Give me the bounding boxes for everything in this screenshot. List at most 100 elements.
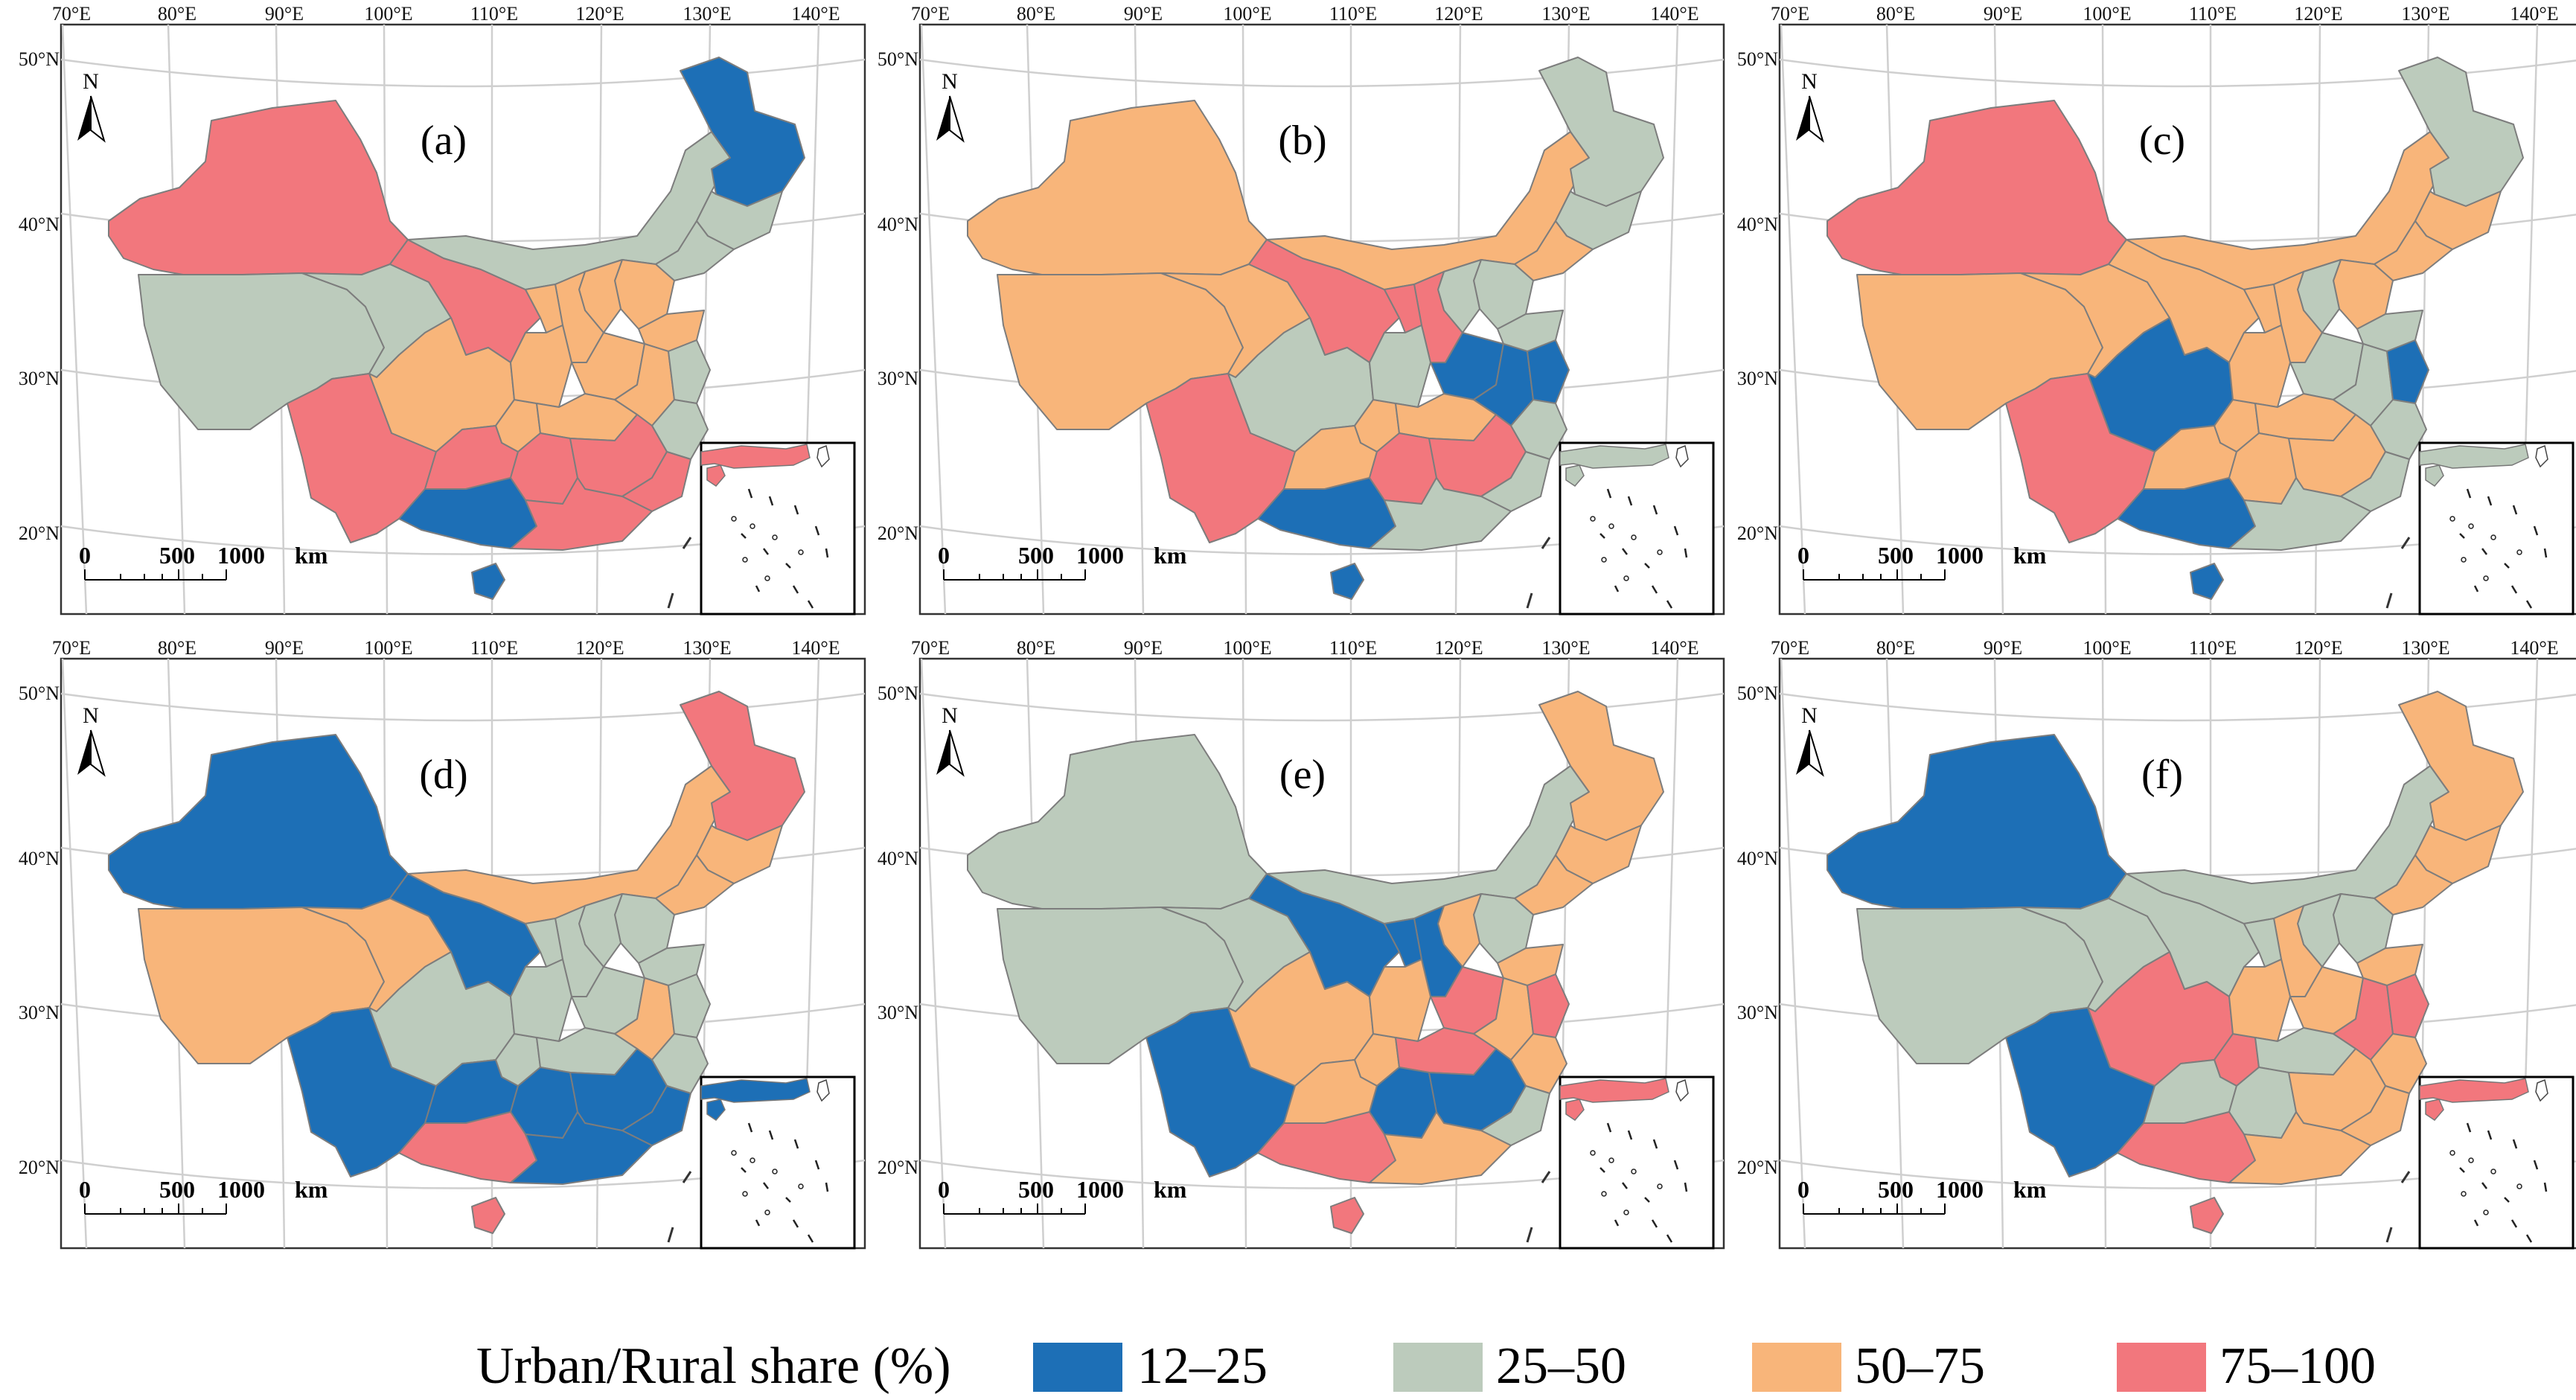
scale-label: 0 bbox=[79, 542, 91, 569]
scale-label: 0 bbox=[938, 1176, 950, 1203]
lat-tick-label: 30°N bbox=[19, 368, 60, 389]
north-arrow-icon: N bbox=[936, 703, 965, 777]
region-gd bbox=[2228, 477, 2371, 551]
region-xj bbox=[967, 100, 1268, 275]
inset-mainland bbox=[2419, 444, 2529, 469]
island-mark bbox=[1541, 537, 1551, 549]
region-gd bbox=[1369, 477, 1512, 551]
region-gd bbox=[2228, 1111, 2371, 1185]
panel-label: (d) bbox=[419, 752, 467, 798]
island-mark bbox=[2385, 1227, 2393, 1243]
lat-tick-label: 20°N bbox=[19, 522, 60, 544]
lon-tick-label: 130°E bbox=[1541, 3, 1590, 25]
panel-label: (a) bbox=[421, 118, 467, 164]
island-mark bbox=[2400, 537, 2411, 549]
lat-tick-label: 40°N bbox=[1737, 848, 1778, 869]
scale-unit: km bbox=[1154, 1176, 1187, 1203]
lon-tick-label: 90°E bbox=[1124, 3, 1163, 25]
lat-tick-label: 20°N bbox=[878, 522, 918, 544]
lon-tick-label: 120°E bbox=[1434, 3, 1483, 25]
lon-tick-label: 140°E bbox=[1650, 637, 1698, 659]
lon-tick-label: 100°E bbox=[2083, 3, 2131, 25]
lat-tick-label: 20°N bbox=[19, 1157, 60, 1178]
scale-unit: km bbox=[295, 542, 328, 569]
south-china-sea-inset bbox=[1559, 441, 1715, 616]
lon-tick-label: 120°E bbox=[1434, 637, 1483, 659]
panel-label: (c) bbox=[2139, 118, 2185, 164]
region-hi bbox=[1330, 563, 1364, 600]
inset-island bbox=[1565, 1099, 1585, 1121]
region-hi bbox=[471, 1197, 505, 1234]
lon-tick-label: 140°E bbox=[2510, 3, 2558, 25]
lat-tick-label: 50°N bbox=[1737, 48, 1778, 70]
scale-label: 1000 bbox=[1076, 1176, 1124, 1203]
region-xj bbox=[108, 100, 409, 275]
lon-tick-label: 70°E bbox=[52, 3, 91, 25]
scale-label: 500 bbox=[1018, 1176, 1054, 1203]
region-gd bbox=[510, 1111, 653, 1185]
china-map bbox=[967, 57, 1664, 609]
lon-tick-label: 90°E bbox=[1984, 3, 2022, 25]
map-panel-e: 70°E 80°E 90°E 100°E 110°E 120°E 130°E 140°E 50°… bbox=[878, 637, 1725, 1250]
north-letter: N bbox=[1801, 703, 1818, 728]
inset-island bbox=[2425, 464, 2444, 487]
north-letter: N bbox=[1801, 69, 1818, 94]
lat-tick-label: 20°N bbox=[1737, 1157, 1778, 1178]
lon-tick-label: 110°E bbox=[470, 637, 518, 659]
lon-tick-label: 80°E bbox=[1017, 3, 1055, 25]
north-arrow-icon: N bbox=[936, 69, 965, 143]
scale-label: 1000 bbox=[217, 542, 265, 569]
panel-label: (b) bbox=[1278, 118, 1326, 164]
lon-tick-label: 100°E bbox=[364, 3, 412, 25]
north-arrow-icon: N bbox=[1796, 703, 1824, 777]
island-mark bbox=[2385, 592, 2393, 609]
legend: Urban/Rural share (%) 12–25 25–50 50–75 … bbox=[476, 1337, 2376, 1395]
lon-tick-label: 110°E bbox=[1329, 3, 1377, 25]
scale-label: 0 bbox=[938, 542, 950, 569]
china-map bbox=[967, 691, 1664, 1243]
island-mark bbox=[667, 592, 674, 609]
lon-tick-label: 140°E bbox=[791, 637, 840, 659]
region-hi bbox=[2190, 563, 2224, 600]
lat-tick-label: 30°N bbox=[878, 368, 918, 389]
island-mark bbox=[682, 537, 692, 549]
region-hi bbox=[1330, 1197, 1364, 1234]
panel-label: (f) bbox=[2141, 752, 2183, 798]
lon-tick-label: 70°E bbox=[911, 637, 950, 659]
inset-mainland bbox=[700, 1078, 811, 1103]
legend-swatch-75-100 bbox=[2117, 1343, 2206, 1392]
inset-island bbox=[706, 464, 726, 487]
lon-tick-label: 90°E bbox=[1984, 637, 2022, 659]
region-js bbox=[1527, 339, 1570, 404]
legend-swatch-12-25 bbox=[1033, 1343, 1122, 1392]
island-mark bbox=[1526, 592, 1533, 609]
lon-tick-label: 120°E bbox=[575, 3, 624, 25]
lat-tick-label: 30°N bbox=[1737, 1002, 1778, 1023]
lon-tick-label: 120°E bbox=[575, 637, 624, 659]
lon-tick-label: 70°E bbox=[52, 637, 91, 659]
region-ln bbox=[2374, 220, 2453, 281]
scale-bar: 0 500 1000 km bbox=[938, 1176, 1187, 1215]
north-arrow-icon: N bbox=[1796, 69, 1824, 143]
lon-tick-label: 100°E bbox=[364, 637, 412, 659]
island-mark bbox=[1541, 1171, 1551, 1183]
lat-tick-label: 30°N bbox=[878, 1002, 918, 1023]
region-ln bbox=[1514, 854, 1594, 915]
lat-tick-label: 50°N bbox=[1737, 683, 1778, 704]
china-map bbox=[1826, 57, 2524, 609]
lat-tick-label: 40°N bbox=[19, 214, 60, 235]
lon-tick-label: 80°E bbox=[1876, 3, 1915, 25]
scale-bar: 0 500 1000 km bbox=[79, 1176, 328, 1215]
region-gd bbox=[510, 477, 653, 551]
scale-bar: 0 500 1000 km bbox=[1797, 542, 2047, 581]
region-ln bbox=[2374, 854, 2453, 915]
inset-mainland bbox=[700, 444, 811, 469]
region-hi bbox=[2190, 1197, 2224, 1234]
region-hi bbox=[471, 563, 505, 600]
lon-tick-label: 90°E bbox=[1124, 637, 1163, 659]
region-js bbox=[668, 974, 711, 1038]
scale-label: 500 bbox=[1878, 1176, 1914, 1203]
legend-swatch-25-50 bbox=[1393, 1343, 1483, 1392]
lat-tick-label: 50°N bbox=[878, 683, 918, 704]
lon-tick-label: 110°E bbox=[470, 3, 518, 25]
